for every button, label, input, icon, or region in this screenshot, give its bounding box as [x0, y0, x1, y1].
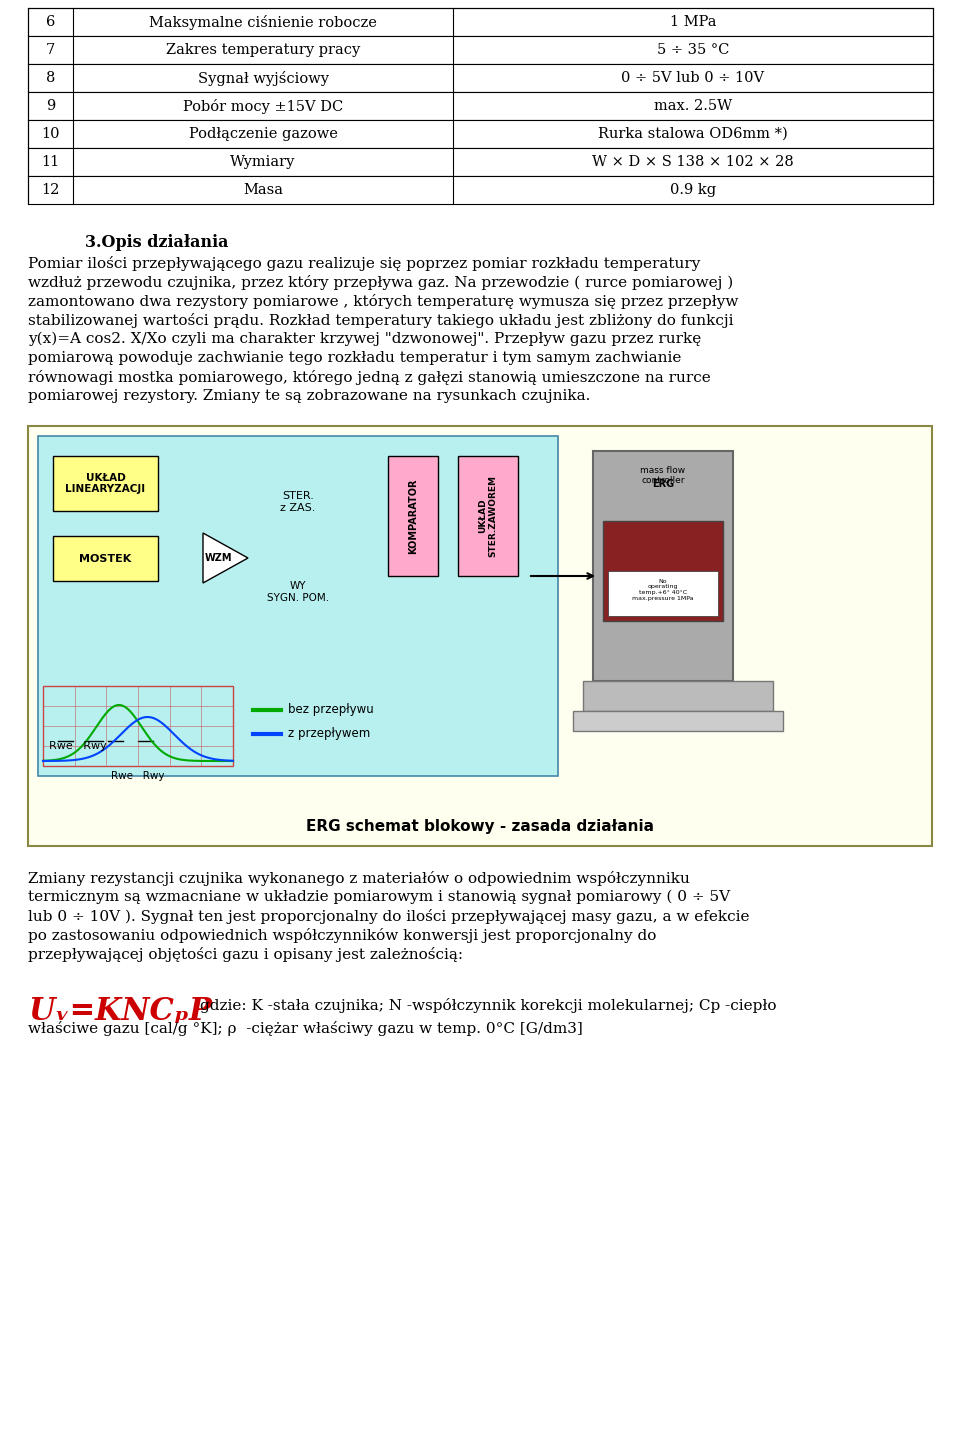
Text: 12: 12: [41, 183, 60, 196]
Text: 7: 7: [46, 43, 55, 56]
Bar: [28, 176, 933, 204]
Text: 5 ÷ 35 °C: 5 ÷ 35 °C: [657, 43, 730, 56]
Text: STER.
z ZAS.: STER. z ZAS.: [280, 491, 316, 513]
Text: Sygnał wyjściowy: Sygnał wyjściowy: [198, 71, 328, 85]
Text: UKŁAD
STER.ZAWOREM: UKŁAD STER.ZAWOREM: [478, 475, 497, 557]
Text: 0 ÷ 5V lub 0 ÷ 10V: 0 ÷ 5V lub 0 ÷ 10V: [621, 71, 764, 85]
Text: równowagi mostka pomiarowego, którego jedną z gałęzi stanowią umieszczone na rur: równowagi mostka pomiarowego, którego je…: [28, 370, 710, 386]
Text: Zmiany rezystancji czujnika wykonanego z materiałów o odpowiednim współczynniku: Zmiany rezystancji czujnika wykonanego z…: [28, 871, 690, 887]
Bar: [593, 451, 733, 682]
Text: max. 2.5W: max. 2.5W: [654, 100, 732, 113]
Text: pomiarową powoduje zachwianie tego rozkładu temperatur i tym samym zachwianie: pomiarową powoduje zachwianie tego rozkł…: [28, 351, 682, 365]
Bar: [28, 64, 933, 92]
Bar: [583, 682, 773, 710]
Text: Masa: Masa: [243, 183, 283, 196]
Text: Zakres temperatury pracy: Zakres temperatury pracy: [166, 43, 360, 56]
Text: No
operating
temp.+6° 40°C
max.pressure 1MPa: No operating temp.+6° 40°C max.pressure …: [633, 579, 694, 601]
Text: Wymiary: Wymiary: [230, 155, 296, 169]
Text: stabilizowanej wartości prądu. Rozkład temperatury takiego układu jest zbliżony : stabilizowanej wartości prądu. Rozkład t…: [28, 313, 733, 328]
Text: Rwe   Rwy: Rwe Rwy: [111, 771, 165, 781]
Bar: [603, 521, 723, 621]
Text: 0.9 kg: 0.9 kg: [670, 183, 716, 196]
Text: bez przepływu: bez przepływu: [288, 703, 373, 716]
Text: WY
SYGN. POM.: WY SYGN. POM.: [267, 580, 329, 602]
Text: 6: 6: [46, 14, 55, 29]
Text: pomiarowej rezystory. Zmiany te są zobrazowane na rysunkach czujnika.: pomiarowej rezystory. Zmiany te są zobra…: [28, 388, 590, 403]
Text: 10: 10: [41, 127, 60, 142]
Bar: [28, 36, 933, 64]
Text: UKŁAD
LINEARYZACJI: UKŁAD LINEARYZACJI: [65, 472, 146, 494]
Bar: [608, 570, 718, 617]
Text: ERG: ERG: [652, 479, 674, 490]
Bar: [38, 436, 558, 775]
Bar: [28, 120, 933, 147]
Text: zamontowano dwa rezystory pomiarowe , których temperaturę wymusza się przez prze: zamontowano dwa rezystory pomiarowe , kt…: [28, 295, 738, 309]
Text: Rwe   Rwy: Rwe Rwy: [49, 741, 107, 751]
Text: Rurka stalowa OD6mm *): Rurka stalowa OD6mm *): [598, 127, 788, 142]
Text: ERG schemat blokowy - zasada działania: ERG schemat blokowy - zasada działania: [306, 819, 654, 835]
Text: MOSTEK: MOSTEK: [80, 553, 132, 563]
Text: Pomiar ilości przepływającego gazu realizuje się poprzez pomiar rozkładu tempera: Pomiar ilości przepływającego gazu reali…: [28, 256, 701, 271]
Text: wzdłuż przewodu czujnika, przez który przepływa gaz. Na przewodzie ( rurce pomia: wzdłuż przewodu czujnika, przez który pr…: [28, 274, 733, 290]
Bar: [573, 710, 783, 731]
Text: z przepływem: z przepływem: [288, 728, 371, 741]
Bar: [43, 686, 233, 765]
Text: y(x)=A cos2. X/Xo czyli ma charakter krzywej "dzwonowej". Przepływ gazu przez ru: y(x)=A cos2. X/Xo czyli ma charakter krz…: [28, 332, 701, 347]
Text: Uᵥ=KNCₚP: Uᵥ=KNCₚP: [28, 996, 212, 1027]
Text: 1 MPa: 1 MPa: [670, 14, 716, 29]
Text: 3.Opis działania: 3.Opis działania: [85, 234, 228, 251]
Text: KOMPARATOR: KOMPARATOR: [408, 478, 418, 553]
Text: WZM: WZM: [204, 553, 231, 563]
Bar: [28, 9, 933, 36]
Text: 9: 9: [46, 100, 55, 113]
Bar: [28, 147, 933, 176]
Bar: [28, 92, 933, 120]
Bar: [28, 426, 932, 846]
Text: Pobór mocy ±15V DC: Pobór mocy ±15V DC: [182, 98, 343, 114]
Text: 8: 8: [46, 71, 55, 85]
Text: 11: 11: [41, 155, 60, 169]
Text: po zastosowaniu odpowiednich współczynników konwersji jest proporcjonalny do: po zastosowaniu odpowiednich współczynni…: [28, 928, 657, 943]
Polygon shape: [203, 533, 248, 583]
Bar: [53, 456, 158, 511]
Text: termicznym są wzmacniane w układzie pomiarowym i stanowią sygnał pomiarowy ( 0 ÷: termicznym są wzmacniane w układzie pomi…: [28, 890, 731, 904]
Bar: [53, 536, 158, 580]
Text: przepływającej objętości gazu i opisany jest zależnością:: przepływającej objętości gazu i opisany …: [28, 947, 463, 962]
Text: lub 0 ÷ 10V ). Sygnał ten jest proporcjonalny do ilości przepływającej masy gazu: lub 0 ÷ 10V ). Sygnał ten jest proporcjo…: [28, 910, 750, 924]
Bar: [388, 456, 438, 576]
Text: Podłączenie gazowe: Podłączenie gazowe: [188, 127, 337, 142]
Text: gdzie: K -stała czujnika; N -współczynnik korekcji molekularnej; Cp -ciepło: gdzie: K -stała czujnika; N -współczynni…: [200, 998, 777, 1014]
Text: właściwe gazu [cal/g °K]; ρ  -ciężar właściwy gazu w temp. 0°C [G/dm3]: właściwe gazu [cal/g °K]; ρ -ciężar właś…: [28, 1021, 583, 1035]
Bar: [458, 456, 518, 576]
Text: W × D × S 138 × 102 × 28: W × D × S 138 × 102 × 28: [592, 155, 794, 169]
Text: Maksymalne ciśnienie robocze: Maksymalne ciśnienie robocze: [149, 14, 377, 29]
Text: mass flow
controller: mass flow controller: [640, 466, 685, 485]
